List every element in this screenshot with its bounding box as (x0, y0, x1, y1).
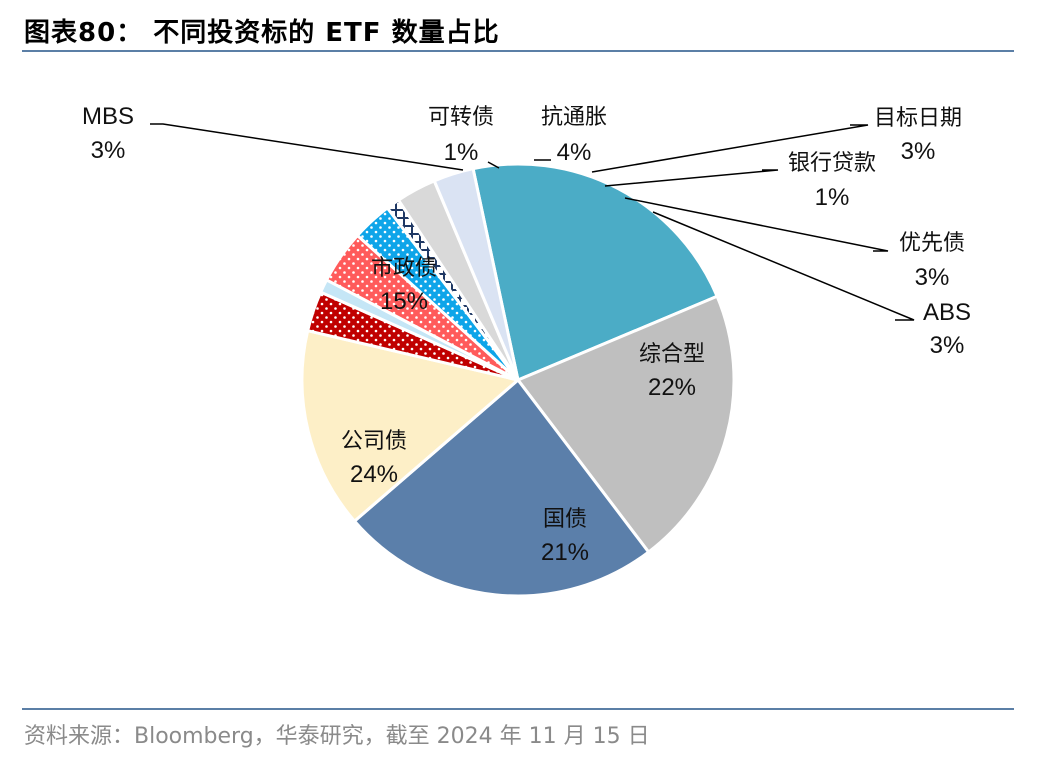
slice-municipal (300, 328, 522, 524)
slice-target-date-value-label: 3% (901, 138, 936, 165)
slice-corporate-label: 公司债 (341, 429, 407, 454)
slice-inflation-protected-label: 抗通胀 (541, 105, 607, 130)
slice-municipal-value-label: 15% (380, 288, 428, 315)
title-divider (22, 50, 1014, 52)
slice-abs-leader-line (652, 211, 915, 321)
slice-treasury (515, 294, 736, 555)
slice-inflation-protected-value-label: 4% (557, 139, 592, 166)
source-note: 资料来源：Bloomberg，华泰研究，截至 2024 年 11 月 15 日 (24, 724, 650, 749)
slice-treasury-label: 国债 (543, 507, 587, 532)
slice-abs-value-label: 3% (930, 332, 965, 359)
slice-corporate-value-label: 24% (350, 461, 398, 488)
slice-preferred-value-label: 3% (915, 264, 950, 291)
slice-bank-loan-label: 银行贷款 (788, 151, 876, 176)
slice-abs (432, 166, 520, 381)
slice-bank-loan-value-label: 1% (815, 184, 850, 211)
slice-target-date-leader-line (591, 124, 869, 173)
slice-convertible-label: 可转债 (428, 105, 494, 130)
slice-convertible-leader-line (487, 161, 500, 169)
slice-mbs-label: MBS (82, 103, 134, 130)
slice-comprehensive-value-label: 22% (648, 374, 696, 401)
slice-bank-loan-leader-line (604, 169, 779, 187)
slice-preferred-label: 优先债 (899, 231, 965, 256)
slice-mbs-value-label: 3% (91, 137, 126, 164)
slice-mbs-leader-line (150, 123, 464, 171)
slice-preferred-leader-line (624, 197, 889, 252)
slice-abs-label: ABS (923, 299, 971, 326)
slice-treasury-value-label: 21% (541, 539, 589, 566)
slice-corporate (352, 377, 651, 598)
source-divider (22, 708, 1014, 710)
slice-comprehensive-label: 综合型 (639, 342, 705, 367)
slice-convertible-value-label: 1% (444, 139, 479, 166)
slice-target-date-label: 目标日期 (874, 106, 962, 131)
page-title: 图表80： 不同投资标的 ETF 数量占比 (24, 18, 500, 48)
slice-municipal-label: 市政债 (371, 256, 437, 281)
slice-comprehensive (471, 162, 720, 383)
